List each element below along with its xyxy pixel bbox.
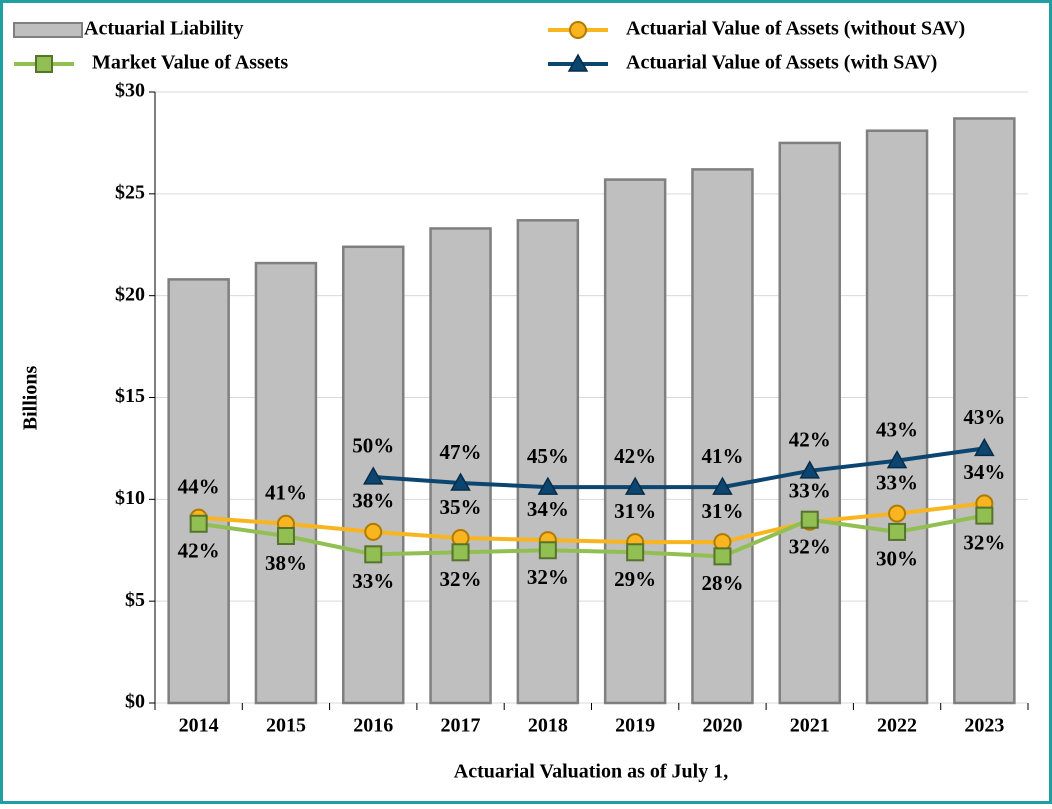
bar [778, 141, 841, 705]
point-marker [451, 543, 470, 562]
point-marker [189, 514, 208, 533]
line-series [198, 501, 985, 545]
x-axis-title: Actuarial Valuation as of July 1, [454, 761, 728, 783]
point-marker [450, 472, 471, 491]
legend-marker [35, 55, 53, 73]
data-label: 38% [265, 551, 307, 575]
x-tick-label: 2021 [790, 715, 830, 737]
legend-label: Actuarial Value of Assets (without SAV) [626, 18, 965, 40]
data-label: 42% [178, 539, 220, 563]
x-tick-label: 2019 [615, 715, 655, 737]
data-label: 32% [963, 530, 1005, 554]
point-marker [799, 460, 821, 479]
data-label: 32% [527, 565, 569, 589]
y-tick-label: $5 [125, 589, 145, 611]
point-marker [364, 545, 383, 564]
data-label: 33% [789, 479, 831, 503]
x-tick-label: 2022 [877, 715, 917, 737]
data-label: 43% [876, 417, 918, 441]
point-marker [276, 526, 295, 545]
point-marker [712, 476, 733, 495]
point-marker [713, 547, 732, 566]
point-marker [888, 522, 907, 541]
x-tick-label: 2016 [353, 715, 393, 737]
point-marker [537, 476, 559, 495]
data-label: 45% [527, 444, 569, 468]
x-tick-label: 2023 [964, 715, 1004, 737]
y-tick-label: $20 [115, 283, 145, 305]
x-tick-label: 2020 [702, 715, 742, 737]
point-marker [975, 506, 994, 525]
line-series [373, 446, 985, 490]
data-label: 34% [527, 497, 569, 521]
x-tick-label: 2017 [441, 715, 481, 737]
data-label: 42% [614, 444, 656, 468]
bar [953, 117, 1016, 705]
point-marker [886, 450, 908, 469]
y-tick-label: $30 [115, 80, 145, 102]
y-tick-label: $25 [115, 181, 145, 203]
data-label: 47% [440, 440, 482, 464]
point-marker [538, 541, 557, 560]
y-tick-label: $15 [115, 385, 145, 407]
data-label: 31% [614, 499, 656, 523]
x-tick-label: 2015 [266, 715, 306, 737]
bar [603, 178, 667, 705]
data-label: 30% [876, 547, 918, 571]
point-marker [624, 476, 646, 495]
point-marker [800, 510, 819, 529]
data-label: 34% [963, 460, 1005, 484]
data-label: 32% [789, 535, 831, 559]
bar [429, 227, 492, 705]
data-label: 42% [789, 428, 831, 452]
point-marker [364, 522, 383, 541]
point-marker [888, 504, 907, 523]
bar [691, 168, 754, 705]
legend-swatch [13, 22, 83, 38]
data-label: 31% [701, 499, 743, 523]
data-label: 43% [963, 405, 1005, 429]
data-label: 41% [701, 444, 743, 468]
legend-marker [569, 21, 587, 39]
legend-label: Actuarial Value of Assets (with SAV) [626, 52, 937, 74]
bar [254, 261, 318, 705]
line-series [198, 513, 985, 559]
point-marker [974, 437, 995, 457]
data-label: 35% [440, 495, 482, 519]
point-marker [626, 543, 645, 562]
x-tick-label: 2018 [528, 715, 568, 737]
data-label: 41% [265, 481, 307, 505]
bar [865, 129, 929, 705]
data-label: 33% [876, 470, 918, 494]
y-tick-label: $0 [125, 691, 145, 713]
data-label: 44% [178, 474, 220, 498]
data-label: 33% [352, 569, 394, 593]
data-label: 50% [352, 434, 394, 458]
data-label: 28% [701, 571, 743, 595]
legend-label: Actuarial Liability [84, 18, 243, 40]
x-tick-label: 2014 [179, 715, 219, 737]
bar [167, 278, 230, 705]
data-label: 38% [352, 489, 394, 513]
y-axis-title: Billions [20, 366, 42, 431]
y-tick-label: $10 [115, 487, 145, 509]
point-marker [362, 466, 384, 485]
bar [516, 219, 580, 705]
data-label: 32% [440, 567, 482, 591]
data-label: 29% [614, 567, 656, 591]
legend-marker [567, 53, 589, 72]
legend-label: Market Value of Assets [92, 52, 288, 74]
